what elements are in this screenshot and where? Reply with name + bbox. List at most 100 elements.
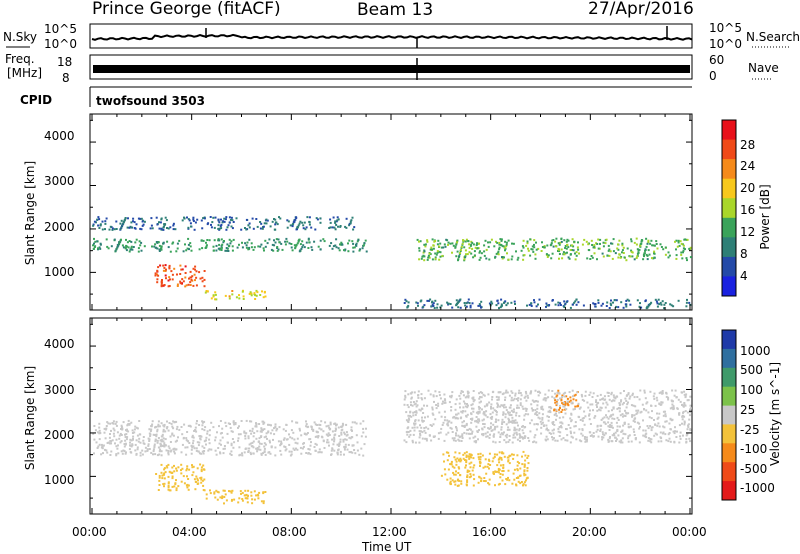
velocity-cell — [449, 477, 452, 480]
velocity-cell — [478, 458, 481, 461]
velocity-cell — [508, 394, 511, 397]
velocity-cell — [152, 450, 155, 453]
velocity-cell — [461, 421, 464, 424]
velocity-cell — [234, 422, 237, 424]
velocity-cell — [477, 453, 480, 456]
power-cell — [587, 249, 590, 251]
velocity-cell — [199, 463, 202, 466]
power-cell — [259, 245, 262, 248]
velocity-cell — [678, 412, 681, 415]
power-cell — [659, 301, 662, 304]
power-cell — [563, 253, 566, 256]
power-cell — [631, 255, 634, 258]
velocity-cell — [237, 433, 240, 436]
velocity-cell — [679, 435, 682, 438]
power-cell — [577, 248, 580, 251]
velocity-cell — [501, 451, 504, 454]
power-cell — [680, 253, 683, 256]
velocity-cell — [152, 453, 154, 456]
velocity-cell — [434, 418, 437, 421]
velocity-cell — [607, 425, 610, 428]
velocity-cell — [198, 424, 201, 426]
velocity-cell — [505, 441, 508, 444]
velocity-cell — [232, 420, 235, 423]
power-cell — [120, 219, 123, 222]
power-cell — [119, 240, 122, 243]
power-cell — [420, 257, 423, 260]
velocity-cell — [534, 412, 537, 415]
velocity-cell — [175, 487, 178, 490]
velocity-cell — [556, 402, 559, 405]
power-cell — [153, 245, 156, 248]
velocity-cell — [524, 413, 527, 416]
velocity-cell — [169, 489, 172, 492]
velocity-cell — [656, 433, 658, 436]
power-cell — [540, 250, 543, 252]
velocity-cell — [488, 459, 491, 462]
velocity-cell — [492, 434, 495, 437]
velocity-cell — [477, 418, 480, 421]
velocity-cell — [337, 445, 340, 447]
velocity-cell — [196, 441, 199, 444]
power-cell — [449, 242, 452, 245]
power-cell — [248, 292, 251, 295]
velocity-cell — [672, 407, 675, 410]
velocity-cell — [482, 418, 485, 421]
velocity-cell — [206, 430, 209, 433]
power-cell — [668, 254, 671, 257]
velocity-cell — [186, 431, 189, 433]
power-cell — [640, 306, 643, 309]
velocity-cell — [504, 399, 506, 401]
velocity-cell — [510, 409, 513, 412]
velocity-cell — [465, 456, 468, 459]
velocity-cell — [194, 429, 197, 432]
power-cell — [250, 242, 253, 245]
power-cell — [231, 245, 234, 248]
velocity-cell — [625, 412, 628, 415]
velocity-cell — [501, 404, 504, 407]
velocity-cell — [600, 406, 603, 409]
power-cell — [173, 267, 176, 270]
velocity-cell — [503, 403, 506, 406]
velocity-cell — [570, 435, 573, 438]
velocity-cell — [583, 410, 586, 413]
power-cell — [323, 240, 326, 243]
velocity-cell — [525, 409, 528, 412]
velocity-cell — [258, 491, 261, 494]
power-cell — [335, 246, 338, 249]
velocity-cell — [318, 451, 321, 454]
velocity-cell — [339, 438, 342, 441]
velocity-cell — [155, 473, 158, 475]
velocity-cell — [115, 420, 118, 423]
velocity-cell — [314, 423, 317, 426]
velocity-cell — [669, 418, 672, 421]
velocity-cell — [129, 438, 132, 441]
velocity-cell — [595, 399, 598, 402]
power-cell — [438, 258, 441, 261]
velocity-cell — [252, 446, 255, 449]
power-cell — [551, 252, 554, 255]
velocity-cell — [520, 394, 523, 397]
power-cell — [487, 245, 490, 248]
velocity-cell — [328, 444, 330, 447]
velocity-cell — [601, 417, 604, 420]
velocity-cell — [655, 396, 658, 399]
power-cell — [254, 298, 257, 300]
velocity-cell — [406, 420, 409, 423]
velocity-cell — [231, 430, 234, 433]
velocity-cell — [633, 414, 636, 417]
velocity-cell — [659, 436, 662, 439]
velocity-cell — [338, 442, 341, 445]
velocity-cell — [333, 449, 336, 452]
velocity-cell — [504, 413, 507, 416]
power-cell — [586, 257, 589, 260]
power-cell — [133, 221, 136, 224]
velocity-cell — [500, 458, 503, 461]
velocity-cell — [120, 434, 123, 436]
velocity-cell — [524, 407, 527, 410]
power-cbar-tick-8: 8 — [740, 247, 748, 261]
velocity-cell — [499, 433, 502, 436]
velocity-cell — [459, 457, 462, 460]
power-cell — [469, 306, 472, 309]
power-cell — [106, 245, 109, 248]
